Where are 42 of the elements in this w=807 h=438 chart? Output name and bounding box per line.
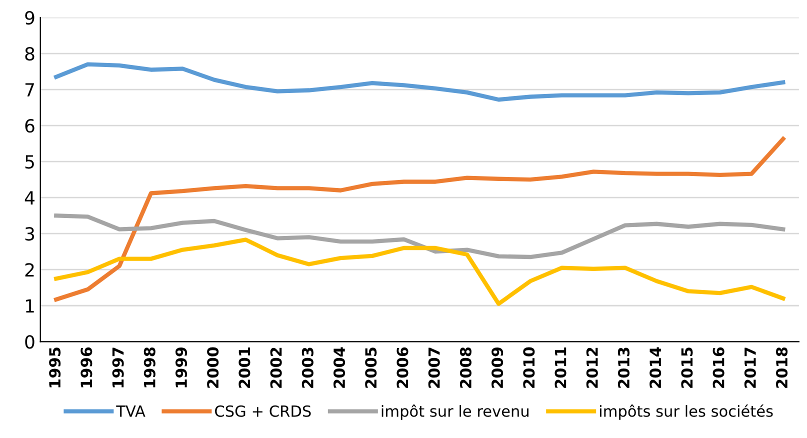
line-series [54,238,786,306]
x-tick-label: 2011 [554,348,566,388]
y-tick-label: 5 [25,155,34,169]
legend-label: impôts sur les sociétés [600,404,773,420]
x-tick-label: 1996 [80,347,92,388]
x-tick-label: 2010 [523,347,535,388]
x-tick-label: 1999 [175,347,188,388]
x-tick-label: 1995 [49,348,61,388]
x-tick-label: 2017 [744,348,756,388]
x-tick-label: 1998 [144,347,156,388]
x-tick-label: 2014 [650,347,662,388]
line-series [54,62,786,102]
x-tick-label: 2004 [334,347,346,388]
y-tick-label: 3 [25,227,34,241]
y-tick-label: 2 [25,263,34,276]
x-tick-label: 2007 [428,348,440,388]
x-tick-label: 2001 [238,348,250,388]
x-tick-label: 2000 [207,347,219,388]
y-tick-label: 4 [24,191,34,204]
line-series [54,136,786,302]
x-tick-label: 2006 [396,347,408,388]
x-tick-label: 1997 [112,348,124,388]
y-tick-label: 6 [25,119,34,133]
x-tick-label: 2013 [618,348,630,388]
x-tick-label: 2002 [270,348,282,388]
x-tick-label: 2012 [586,348,598,388]
y-tick-label: 9 [25,10,34,25]
x-tick-label: 2016 [712,347,724,388]
legend-label: TVA [116,406,146,417]
y-tick-label: 0 [25,335,34,349]
legend-label: impôt sur le revenu [382,404,528,420]
x-tick-label: 2015 [681,348,693,388]
x-tick-label: 2005 [365,348,377,388]
x-tick-label: 2018 [776,347,788,388]
x-tick-label: 2008 [460,347,472,388]
legend-label: CSG + CRDS [215,405,311,417]
x-tick-label: 2003 [302,348,314,388]
y-tick-label: 1 [26,299,34,312]
x-tick-label: 2009 [492,347,504,388]
line-series [54,214,786,260]
y-tick-label: 7 [25,83,34,96]
y-tick-label: 8 [25,46,34,61]
